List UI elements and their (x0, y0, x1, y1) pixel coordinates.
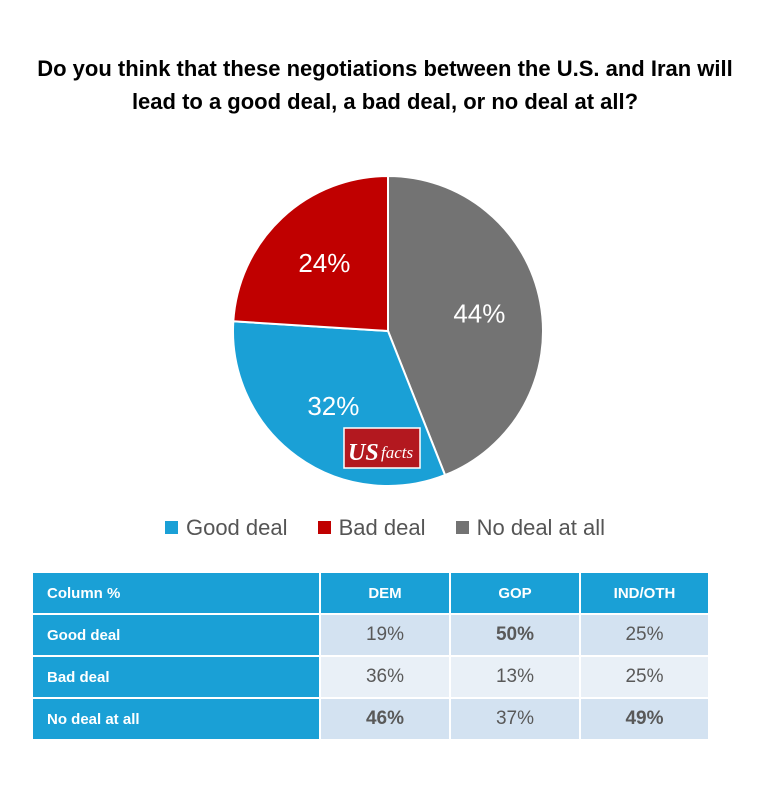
cell-bad-deal-gop: 13% (449, 655, 581, 699)
legend-label-no-deal: No deal at all (476, 514, 606, 540)
pie-slice-no-deal-at-all (387, 174, 544, 477)
cell-bad-deal-ind-oth: 25% (579, 655, 710, 699)
cell-good-deal-gop: 50% (449, 613, 581, 657)
cell-good-deal-ind-oth: 25% (579, 613, 710, 657)
cell-good-deal-dem: 19% (319, 613, 451, 657)
chart-title: Do you think that these negotiations bet… (37, 56, 733, 114)
legend-swatch-bad-deal (317, 521, 331, 534)
cell-no-deal-gop: 37% (449, 697, 581, 741)
logo-background (343, 427, 421, 469)
pie-label-bad-deal: 24% (298, 248, 350, 278)
table-row: Bad deal 36% 13% 25% (31, 655, 710, 699)
table-header-row: Column % DEM GOP IND/OTH (31, 571, 710, 615)
pie-slice-labels: 44% 32% 24% (298, 248, 505, 421)
cell-no-deal-dem: 46% (319, 697, 451, 741)
table-row: No deal at all 46% 37% 49% (31, 697, 710, 741)
legend-item-bad-deal: Bad deal (317, 514, 426, 541)
legend-item-good-deal: Good deal (164, 514, 288, 541)
chart-legend: Good deal Bad deal No deal at all (0, 514, 770, 541)
table-header-gop: GOP (449, 571, 581, 615)
cell-no-deal-ind-oth: 49% (579, 697, 710, 741)
row-label-good-deal: Good deal (31, 613, 321, 657)
legend-swatch-no-deal (455, 521, 469, 534)
legend-swatch-good-deal (164, 521, 178, 534)
row-label-bad-deal: Bad deal (31, 655, 321, 699)
party-breakdown-table: Column % DEM GOP IND/OTH Good deal 19% 5… (31, 571, 710, 741)
table-header-dem: DEM (319, 571, 451, 615)
legend-item-no-deal: No deal at all (455, 514, 606, 541)
usfacts-logo: US facts (343, 427, 421, 469)
table-header-column-pct: Column % (31, 571, 321, 615)
table-row: Good deal 19% 50% 25% (31, 613, 710, 657)
table-header-ind-oth: IND/OTH (579, 571, 710, 615)
pie-label-no-deal-at-all: 44% (453, 299, 505, 329)
pie-label-good-deal: 32% (307, 391, 359, 421)
legend-label-bad-deal: Bad deal (338, 514, 426, 540)
pie-chart: 44% 32% 24% US facts (232, 174, 544, 487)
pie-slice-bad-deal (232, 174, 389, 333)
cell-bad-deal-dem: 36% (319, 655, 451, 699)
logo-us-text: US (348, 440, 379, 466)
logo-facts-text: facts (381, 443, 413, 462)
row-label-no-deal: No deal at all (31, 697, 321, 741)
legend-label-good-deal: Good deal (185, 514, 288, 540)
